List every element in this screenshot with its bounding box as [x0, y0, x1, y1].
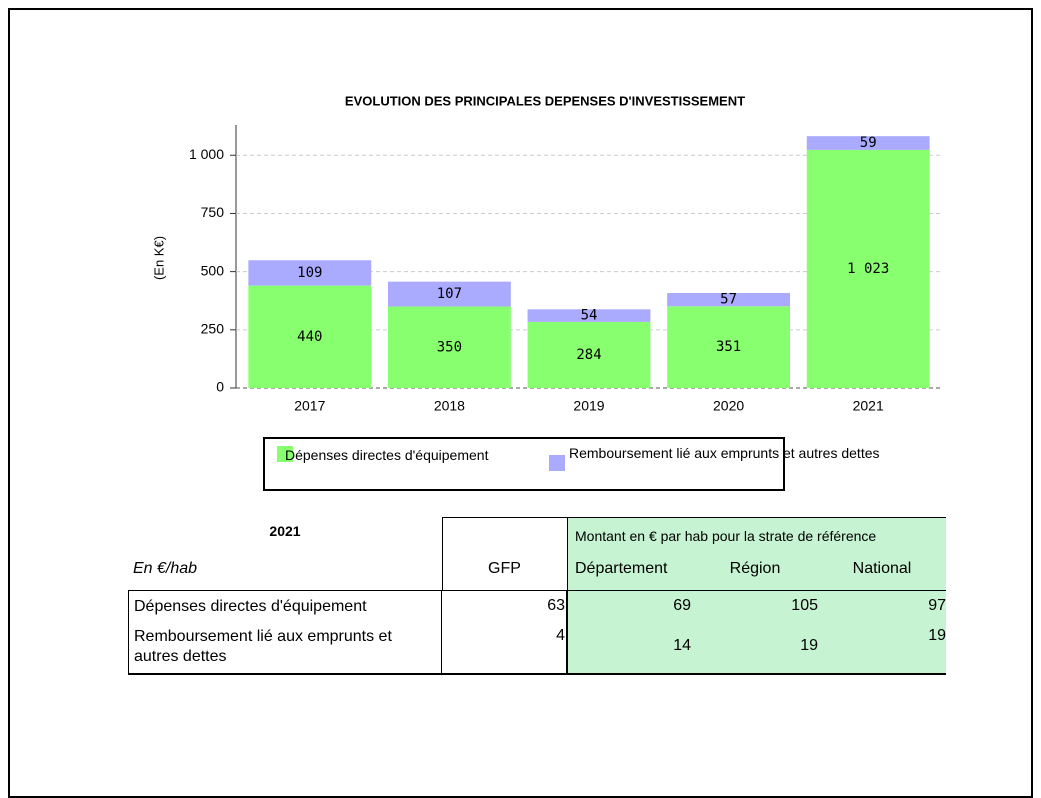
- legend-swatch: [277, 446, 293, 462]
- group-header: Montant en € par hab pour la strate de r…: [575, 528, 877, 544]
- chart: EVOLUTION DES PRINCIPALES DEPENSES D'INV…: [151, 93, 943, 414]
- y-axis-label: (En K€): [151, 236, 166, 280]
- bar-segment: [667, 306, 791, 388]
- table-title: 2021: [269, 523, 301, 539]
- y-tick-label: 0: [216, 379, 224, 395]
- bar-segment: [806, 149, 930, 388]
- cell-value: 97: [928, 597, 946, 614]
- row-label: Remboursement lié aux emprunts et autres…: [134, 628, 392, 665]
- strate-area: [567, 517, 946, 675]
- bar-segment: [248, 285, 372, 388]
- data-label: 107: [437, 286, 462, 302]
- row-label: Dépenses directes d'équipement: [134, 598, 367, 615]
- data-label: 59: [860, 135, 877, 151]
- data-label: 54: [581, 308, 598, 324]
- cell-value: 19: [800, 637, 818, 654]
- cell-value: 63: [547, 597, 565, 614]
- cell-value: 19: [928, 627, 946, 644]
- column-header: Département: [575, 560, 668, 577]
- data-label: 350: [437, 339, 462, 355]
- bar-segment: [248, 260, 372, 286]
- bar-segment: [387, 306, 511, 388]
- table-unit: En €/hab: [133, 560, 198, 577]
- column-header: GFP: [488, 560, 521, 577]
- chart-title: EVOLUTION DES PRINCIPALES DEPENSES D'INV…: [345, 93, 745, 108]
- x-tick-label: 2021: [853, 398, 884, 414]
- x-tick-label: 2019: [573, 398, 604, 414]
- legend-label: Remboursement lié aux emprunts et autres…: [569, 445, 880, 461]
- x-tick-label: 2018: [434, 398, 465, 414]
- legend-swatch: [549, 455, 565, 471]
- data-label: 1 023: [847, 261, 889, 277]
- cell-value: 105: [791, 597, 818, 614]
- data-label: 57: [720, 292, 737, 308]
- table-body: [128, 590, 946, 675]
- x-tick-label: 2020: [713, 398, 744, 414]
- bar-segment: [387, 281, 511, 307]
- page: EVOLUTION DES PRINCIPALES DEPENSES D'INV…: [8, 8, 1033, 798]
- data-label: 440: [297, 329, 322, 345]
- y-tick-label: 500: [201, 262, 225, 278]
- label-column: [128, 590, 442, 675]
- cell-value: 14: [673, 637, 691, 654]
- legend-label: Dépenses directes d'équipement: [285, 447, 489, 463]
- bar-segment: [527, 321, 651, 388]
- column-header: National: [852, 560, 912, 577]
- gfp-column: [442, 590, 567, 675]
- y-tick-label: 1 000: [189, 146, 224, 162]
- data-label: 351: [716, 339, 741, 355]
- gfp-header-cell: [442, 517, 567, 590]
- bar-segment: [667, 293, 791, 307]
- x-tick-label: 2017: [294, 398, 325, 414]
- y-tick-label: 250: [201, 321, 225, 337]
- y-tick-label: 750: [201, 204, 225, 220]
- data-label: 284: [576, 347, 601, 363]
- bar-segment: [806, 136, 930, 150]
- column-header: Région: [729, 560, 781, 577]
- cell-value: 69: [673, 597, 691, 614]
- data-label: 109: [297, 265, 322, 281]
- bar-segment: [527, 309, 651, 322]
- cell-value: 4: [556, 627, 565, 644]
- legend: [263, 437, 785, 491]
